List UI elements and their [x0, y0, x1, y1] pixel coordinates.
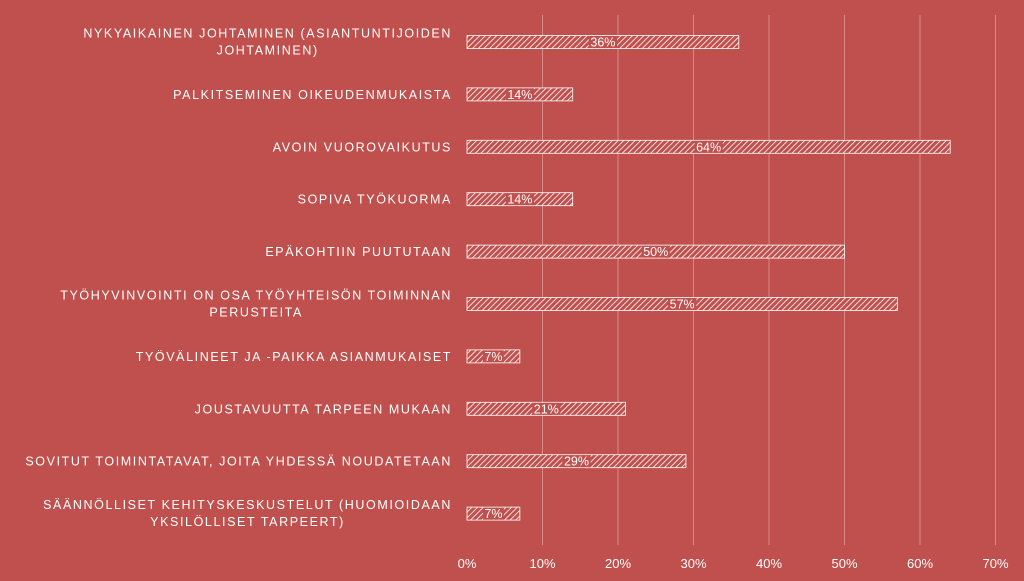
data-label-bg: [562, 455, 591, 468]
category-label: SOPIVA TYÖKUORMA: [298, 193, 452, 207]
data-label: 7%: [484, 350, 502, 364]
data-label: 14%: [507, 88, 532, 102]
category-label: NYKYAIKAINEN JOHTAMINEN (ASIANTUNTIJOIDE…: [83, 27, 452, 41]
data-label: 29%: [564, 455, 589, 469]
category-label: JOUSTAVUUTTA TARPEEN MUKAAN: [195, 402, 452, 416]
data-label: 7%: [484, 507, 502, 521]
category-label: EPÄKOHTIIN PUUTUTAAN: [265, 245, 452, 259]
data-label-bg: [483, 350, 504, 363]
x-tick-label: 20%: [605, 556, 631, 571]
data-label: 21%: [534, 402, 559, 416]
category-label: JOHTAMINEN): [217, 44, 319, 58]
data-label: 36%: [590, 36, 615, 50]
x-tick-label: 40%: [756, 556, 782, 571]
category-label: PALKITSEMINEN OIKEUDENMUKAISTA: [173, 88, 452, 102]
data-label-bg: [668, 298, 697, 310]
x-tick-label: 50%: [831, 556, 857, 571]
x-tick-label: 30%: [680, 556, 706, 571]
bars: 36% 14% 64% 14% 50% 57% 7% 21% 29% 7%: [466, 35, 951, 521]
category-label: TYÖHYVINVOINTI ON OSA TYÖYHTEISÖN TOIMIN…: [60, 289, 452, 303]
data-label: 57%: [670, 298, 695, 312]
data-label-bg: [641, 245, 670, 258]
x-tick-label: 60%: [907, 556, 933, 571]
x-tick-label: 0%: [458, 556, 477, 571]
category-label: SÄÄNNÖLLISET KEHITYSKESKUSTELUT (HUOMIOI…: [43, 498, 452, 512]
category-label: AVOIN VUOROVAIKUTUS: [273, 140, 452, 154]
data-label: 50%: [643, 245, 668, 259]
gridlines: [542, 15, 996, 545]
data-label: 14%: [507, 193, 532, 207]
category-label: PERUSTEITA: [209, 306, 303, 320]
x-tick-label: 70%: [982, 556, 1008, 571]
data-label-bg: [505, 193, 534, 206]
x-tick-label: 10%: [529, 556, 555, 571]
category-label: TYÖVÄLINEET JA -PAIKKA ASIANMUKAISET: [136, 350, 452, 364]
data-label: 64%: [696, 140, 721, 154]
category-label: SOVITUT TOIMINTATAVAT, JOITA YHDESSÄ NOU…: [25, 455, 452, 469]
data-label-bg: [483, 507, 504, 520]
data-label-bg: [694, 140, 723, 153]
category-labels: NYKYAIKAINEN JOHTAMINEN (ASIANTUNTIJOIDE…: [25, 27, 452, 530]
category-label: YKSILÖLLISET TARPEERT): [150, 515, 345, 529]
x-axis-ticks: 0% 10% 20% 30% 40% 50% 60% 70%: [458, 556, 1009, 571]
data-label-bg: [532, 402, 561, 415]
data-label-bg: [505, 88, 534, 101]
data-label-bg: [588, 36, 617, 48]
